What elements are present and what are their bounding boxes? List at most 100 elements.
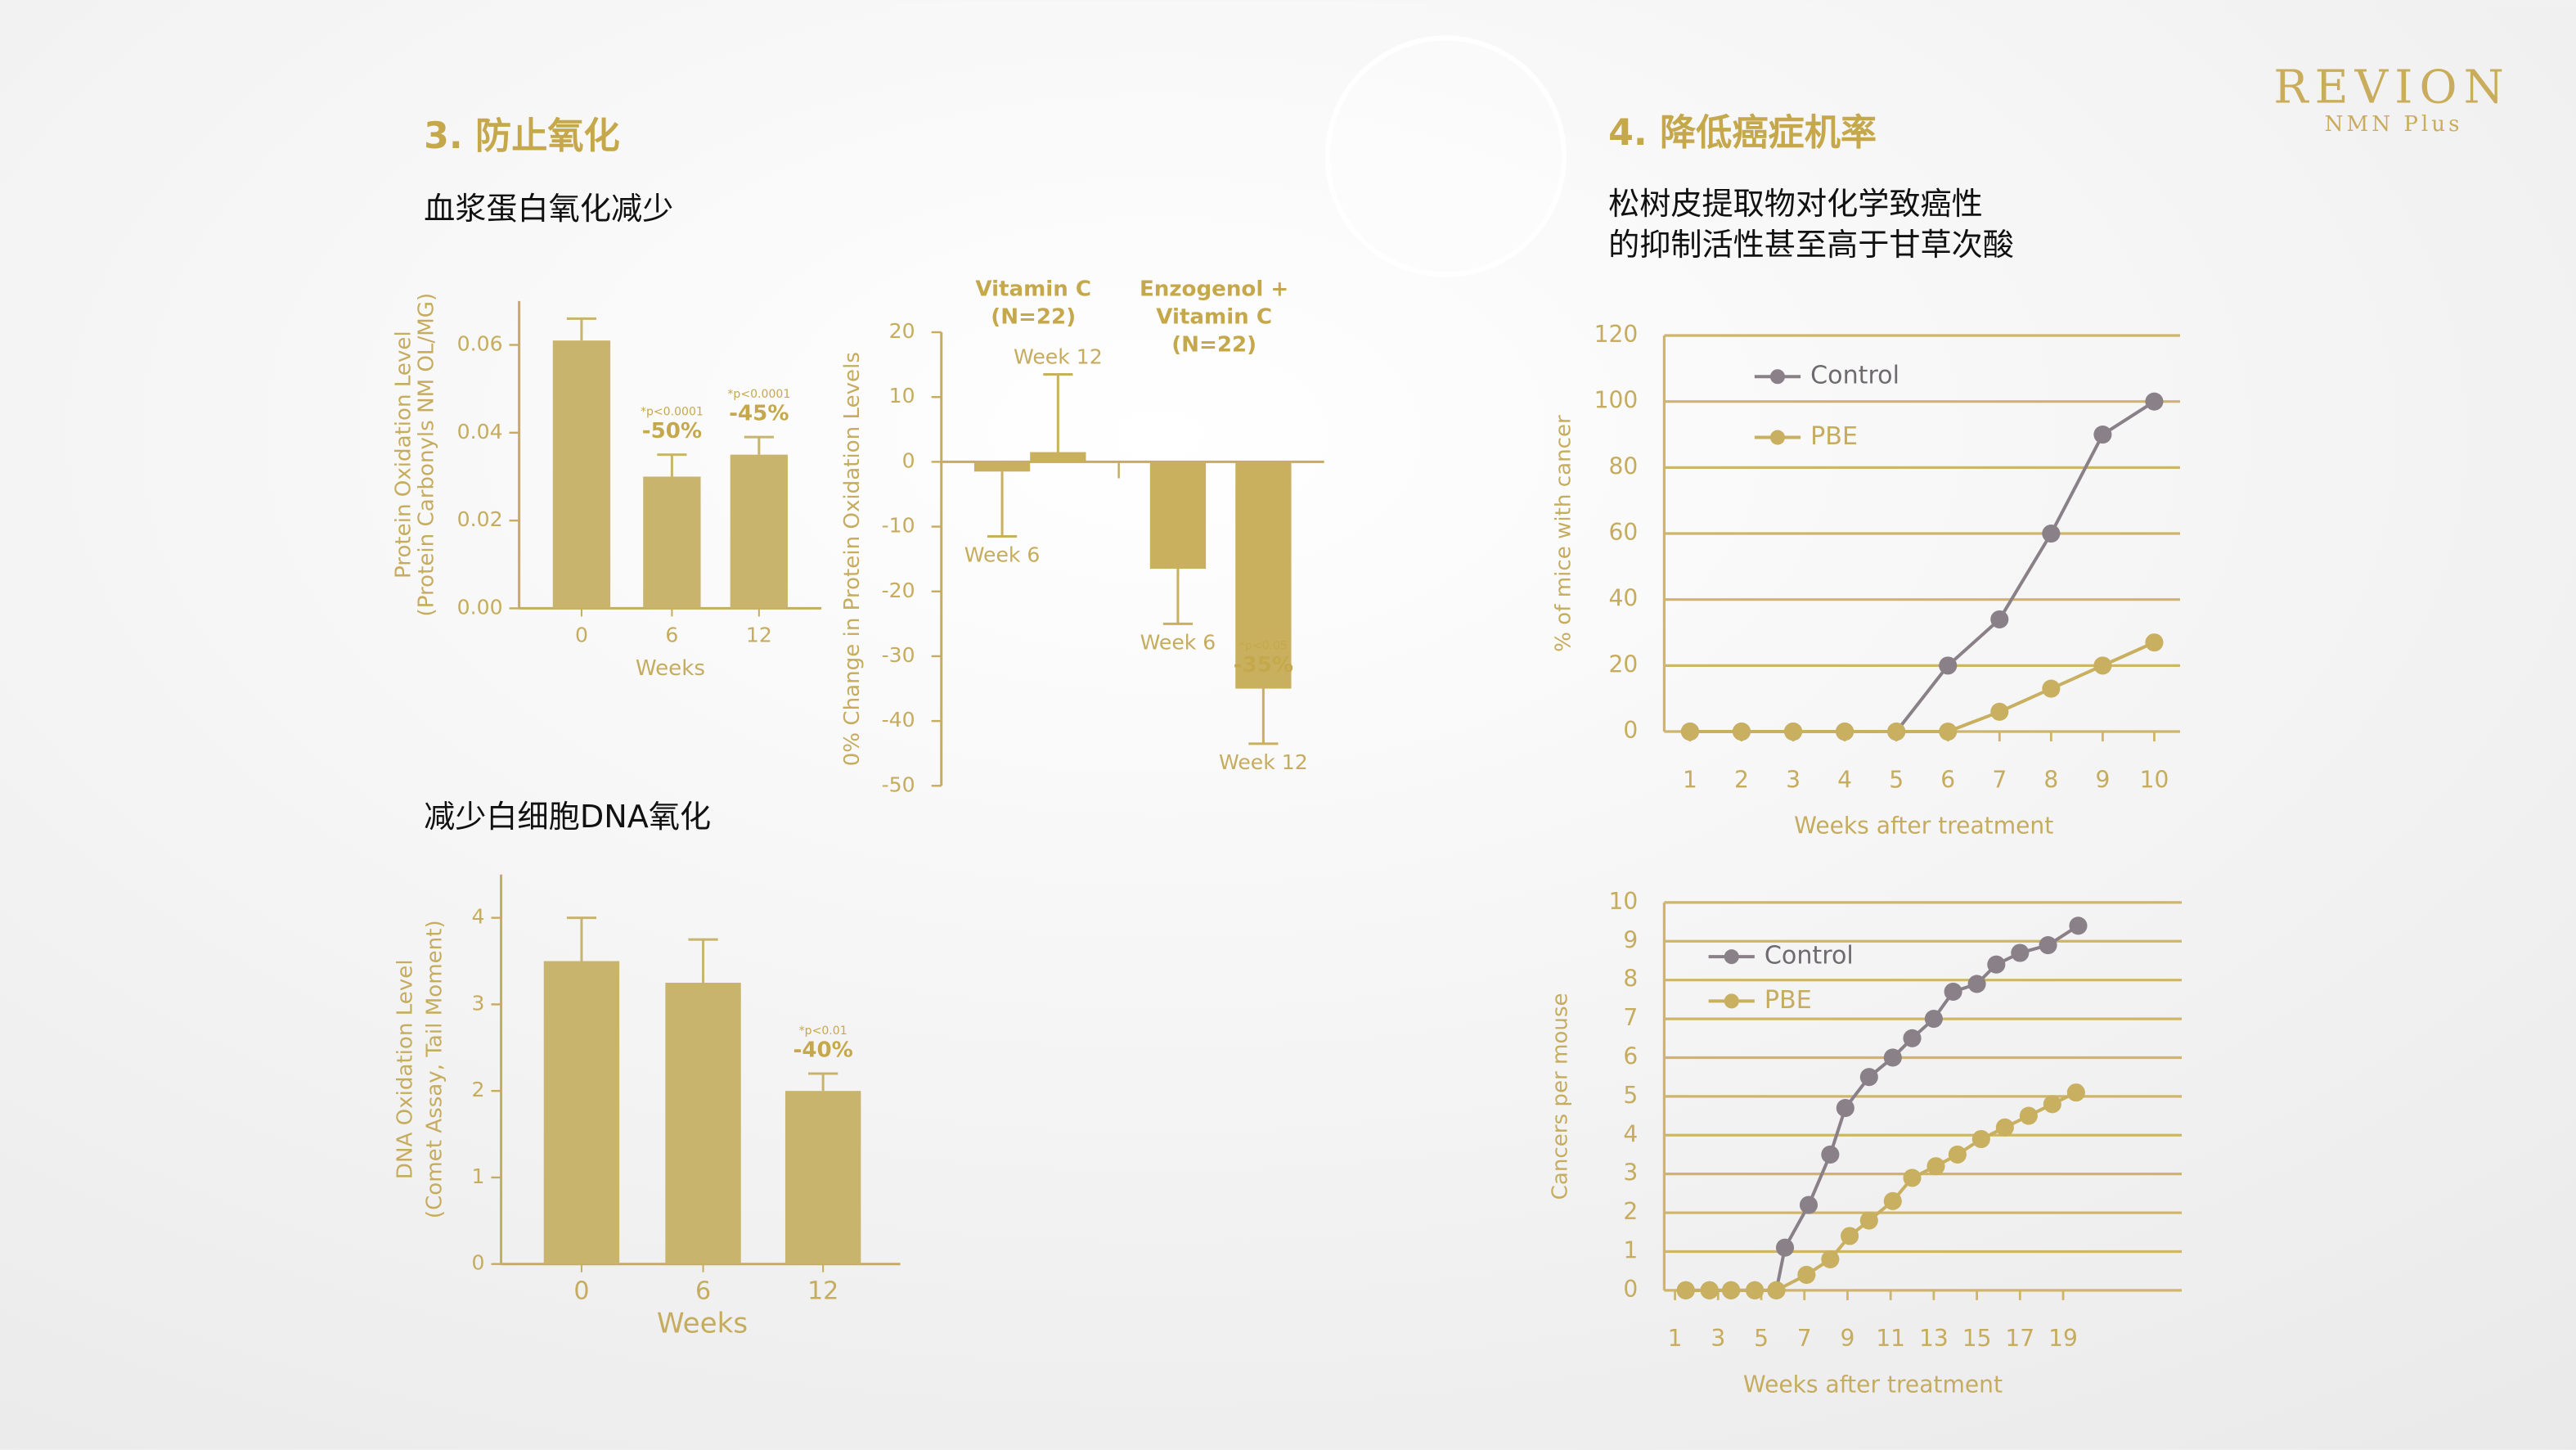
x-tick-label: 13	[1919, 1325, 1949, 1352]
data-point	[1903, 1169, 1922, 1187]
data-point	[1797, 1265, 1816, 1284]
data-point	[2042, 524, 2061, 543]
data-point	[1990, 610, 2009, 628]
category-label: Week 12	[1219, 750, 1308, 774]
data-point	[2043, 1095, 2061, 1114]
x-tick-label: 4	[1837, 766, 1852, 793]
data-point	[1883, 1191, 1902, 1210]
bar	[1235, 462, 1292, 689]
brand-name: REVION	[2273, 61, 2511, 114]
data-point	[1775, 1238, 1795, 1257]
y-tick-label: 120	[1594, 321, 1639, 348]
legend-label: Control	[1765, 942, 1854, 970]
y-tick-label: 10	[889, 384, 915, 408]
group-label: (N=22)	[991, 304, 1076, 329]
y-tick-label: 1	[1623, 1236, 1638, 1263]
y-tick-label: 60	[1608, 519, 1638, 546]
x-tick-label: 7	[1797, 1325, 1812, 1352]
data-point	[1990, 702, 2009, 721]
subtitle: 血浆蛋白氧化减少	[424, 191, 673, 227]
y-axis-label: (Protein Carbonyls NM OL/MG)	[415, 293, 439, 617]
data-point	[2145, 633, 2164, 652]
legend-label: PBE	[1810, 422, 1858, 451]
data-point	[1995, 1118, 2014, 1137]
x-tick-label: 3	[1711, 1325, 1725, 1352]
y-tick-label: 40	[1608, 585, 1638, 612]
x-tick-label: 12	[746, 624, 772, 647]
data-point	[1680, 722, 1699, 741]
bar	[730, 454, 788, 609]
data-point	[1883, 1048, 1902, 1067]
data-point	[2145, 392, 2164, 411]
significance-note: *p<0.05	[1239, 639, 1288, 652]
y-tick-label: 100	[1594, 387, 1639, 414]
data-point	[2069, 916, 2088, 935]
significance-note: *p<0.0001	[641, 405, 704, 418]
y-axis-label: DNA Oxidation Level	[393, 959, 418, 1179]
y-tick-label: 0.00	[457, 595, 503, 619]
x-tick-label: 19	[2048, 1325, 2078, 1352]
legend-marker	[1769, 369, 1786, 385]
change-label: -45%	[729, 402, 789, 426]
data-point	[1799, 1196, 1818, 1214]
data-point	[1767, 1281, 1786, 1299]
y-tick-label: 0	[902, 448, 915, 472]
bubble-decoration	[1324, 35, 1567, 277]
data-point	[2011, 943, 2030, 962]
data-point	[2093, 425, 2112, 444]
data-point	[1926, 1157, 1945, 1176]
data-point	[1676, 1281, 1695, 1299]
x-tick-label: 1	[1683, 766, 1697, 793]
y-tick-label: 3	[1623, 1160, 1638, 1187]
x-tick-label: 2	[1734, 766, 1749, 793]
x-tick-label: 1	[1668, 1325, 1683, 1352]
y-tick-label: 4	[1623, 1120, 1638, 1147]
y-tick-label: 7	[1623, 1004, 1638, 1031]
y-tick-label: 4	[471, 905, 484, 929]
data-point	[1746, 1281, 1765, 1299]
y-tick-label: 0.02	[457, 507, 503, 531]
category-label: Week 6	[964, 543, 1041, 567]
y-axis-label: (Comet Assay, Tail Moment)	[423, 920, 447, 1218]
data-point	[1821, 1145, 1840, 1164]
x-axis-label: Weeks	[636, 656, 705, 681]
series-line	[1689, 641, 2156, 734]
x-tick-label: 17	[2005, 1325, 2034, 1352]
change-label: -50%	[642, 419, 702, 444]
y-tick-label: -10	[882, 514, 915, 538]
data-point	[2042, 679, 2061, 698]
bar	[1149, 462, 1207, 570]
y-tick-label: 2	[1623, 1198, 1638, 1225]
data-point	[1836, 1099, 1854, 1118]
x-axis-label: Weeks	[657, 1308, 748, 1340]
y-tick-label: 8	[1623, 966, 1638, 993]
legend-label: PBE	[1765, 986, 1812, 1015]
category-label: Week 12	[1014, 344, 1103, 368]
y-axis-label: Cancers per mouse	[1548, 993, 1572, 1200]
data-point	[1732, 722, 1751, 741]
group-label: Vitamin C	[1156, 304, 1272, 329]
y-tick-label: 5	[1623, 1082, 1638, 1109]
bar	[643, 476, 701, 609]
x-tick-label: 6	[1940, 766, 1955, 793]
legend-marker	[1769, 430, 1786, 445]
data-point	[1700, 1281, 1719, 1299]
subtitle: 减少白细胞DNA氧化	[424, 799, 711, 835]
y-tick-label: -40	[882, 708, 915, 732]
bar	[552, 340, 611, 609]
data-point	[2066, 1083, 2085, 1102]
legend-marker	[1724, 993, 1739, 1009]
change-label: -35%	[1234, 653, 1293, 678]
x-tick-label: 5	[1754, 1325, 1769, 1352]
x-tick-label: 3	[1786, 766, 1801, 793]
x-tick-label: 0	[573, 1277, 589, 1305]
bar	[543, 961, 620, 1264]
x-tick-label: 12	[807, 1277, 838, 1305]
x-axis-label: Weeks after treatment	[1794, 813, 2053, 840]
y-tick-label: 20	[889, 319, 915, 343]
data-point	[1887, 722, 1906, 741]
subtitle: 的抑制活性甚至高于甘草次酸	[1608, 227, 2014, 263]
